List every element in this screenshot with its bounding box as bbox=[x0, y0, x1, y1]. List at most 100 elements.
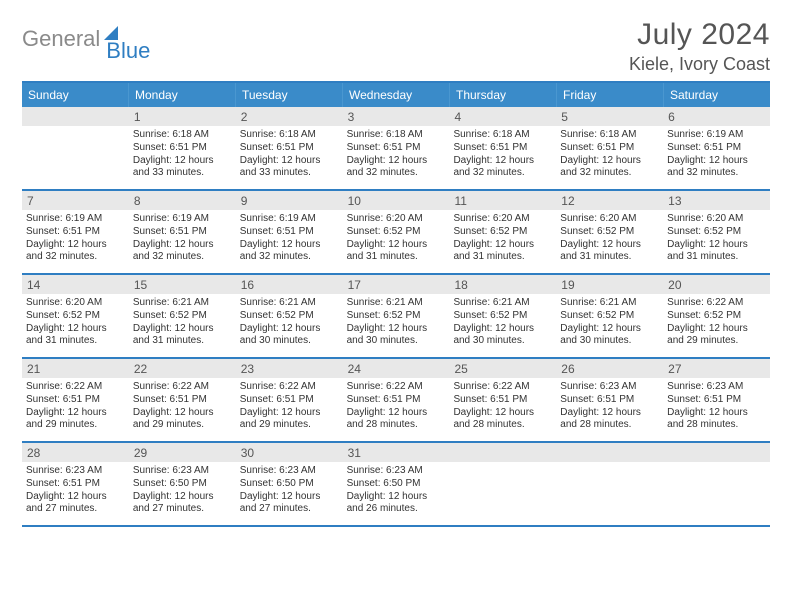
day-body bbox=[22, 126, 129, 133]
day-body: Sunrise: 6:21 AMSunset: 6:52 PMDaylight:… bbox=[343, 294, 450, 352]
day-number: 13 bbox=[663, 191, 770, 210]
sunrise-line: Sunrise: 6:22 AM bbox=[667, 297, 766, 310]
day-number: 16 bbox=[236, 275, 343, 294]
daylight-line: Daylight: 12 hours and 27 minutes. bbox=[26, 491, 125, 517]
sunrise-line: Sunrise: 6:20 AM bbox=[26, 297, 125, 310]
daylight-line: Daylight: 12 hours and 26 minutes. bbox=[347, 491, 446, 517]
day-cell: 12Sunrise: 6:20 AMSunset: 6:52 PMDayligh… bbox=[556, 191, 663, 273]
weekday-header-row: SundayMondayTuesdayWednesdayThursdayFrid… bbox=[22, 83, 770, 107]
day-number: 19 bbox=[556, 275, 663, 294]
sunrise-line: Sunrise: 6:22 AM bbox=[26, 381, 125, 394]
calendar-grid: SundayMondayTuesdayWednesdayThursdayFrid… bbox=[22, 81, 770, 527]
sunrise-line: Sunrise: 6:20 AM bbox=[453, 213, 552, 226]
sunset-line: Sunset: 6:51 PM bbox=[560, 394, 659, 407]
day-cell: 14Sunrise: 6:20 AMSunset: 6:52 PMDayligh… bbox=[22, 275, 129, 357]
sunrise-line: Sunrise: 6:23 AM bbox=[133, 465, 232, 478]
day-cell: 30Sunrise: 6:23 AMSunset: 6:50 PMDayligh… bbox=[236, 443, 343, 525]
sunset-line: Sunset: 6:51 PM bbox=[240, 394, 339, 407]
daylight-line: Daylight: 12 hours and 31 minutes. bbox=[560, 239, 659, 265]
sunset-line: Sunset: 6:51 PM bbox=[133, 142, 232, 155]
day-number: 23 bbox=[236, 359, 343, 378]
day-number: 6 bbox=[663, 107, 770, 126]
sunset-line: Sunset: 6:51 PM bbox=[26, 226, 125, 239]
sunrise-line: Sunrise: 6:19 AM bbox=[240, 213, 339, 226]
sunset-line: Sunset: 6:52 PM bbox=[26, 310, 125, 323]
day-number: 30 bbox=[236, 443, 343, 462]
sunset-line: Sunset: 6:51 PM bbox=[667, 142, 766, 155]
sunrise-line: Sunrise: 6:21 AM bbox=[453, 297, 552, 310]
day-number bbox=[449, 443, 556, 462]
day-body: Sunrise: 6:18 AMSunset: 6:51 PMDaylight:… bbox=[449, 126, 556, 184]
sunset-line: Sunset: 6:52 PM bbox=[667, 226, 766, 239]
day-body: Sunrise: 6:21 AMSunset: 6:52 PMDaylight:… bbox=[236, 294, 343, 352]
day-cell: 1Sunrise: 6:18 AMSunset: 6:51 PMDaylight… bbox=[129, 107, 236, 189]
daylight-line: Daylight: 12 hours and 27 minutes. bbox=[133, 491, 232, 517]
day-cell: 21Sunrise: 6:22 AMSunset: 6:51 PMDayligh… bbox=[22, 359, 129, 441]
day-body: Sunrise: 6:21 AMSunset: 6:52 PMDaylight:… bbox=[129, 294, 236, 352]
day-cell: 5Sunrise: 6:18 AMSunset: 6:51 PMDaylight… bbox=[556, 107, 663, 189]
day-body: Sunrise: 6:21 AMSunset: 6:52 PMDaylight:… bbox=[449, 294, 556, 352]
sunset-line: Sunset: 6:52 PM bbox=[347, 310, 446, 323]
sunrise-line: Sunrise: 6:22 AM bbox=[240, 381, 339, 394]
day-number: 20 bbox=[663, 275, 770, 294]
day-body: Sunrise: 6:22 AMSunset: 6:51 PMDaylight:… bbox=[236, 378, 343, 436]
week-row: 28Sunrise: 6:23 AMSunset: 6:51 PMDayligh… bbox=[22, 443, 770, 527]
day-cell bbox=[449, 443, 556, 525]
sunset-line: Sunset: 6:51 PM bbox=[240, 142, 339, 155]
daylight-line: Daylight: 12 hours and 31 minutes. bbox=[133, 323, 232, 349]
day-number: 29 bbox=[129, 443, 236, 462]
day-cell: 2Sunrise: 6:18 AMSunset: 6:51 PMDaylight… bbox=[236, 107, 343, 189]
day-body: Sunrise: 6:20 AMSunset: 6:52 PMDaylight:… bbox=[556, 210, 663, 268]
sunrise-line: Sunrise: 6:22 AM bbox=[347, 381, 446, 394]
sunrise-line: Sunrise: 6:18 AM bbox=[453, 129, 552, 142]
day-cell: 18Sunrise: 6:21 AMSunset: 6:52 PMDayligh… bbox=[449, 275, 556, 357]
day-number: 24 bbox=[343, 359, 450, 378]
day-cell: 29 Sunrise: 6:23 AMSunset: 6:50 PMDayligh… bbox=[129, 443, 236, 525]
day-number: 5 bbox=[556, 107, 663, 126]
day-body: Sunrise: 6:23 AMSunset: 6:51 PMDaylight:… bbox=[663, 378, 770, 436]
day-cell: 9Sunrise: 6:19 AMSunset: 6:51 PMDaylight… bbox=[236, 191, 343, 273]
sunset-line: Sunset: 6:52 PM bbox=[453, 310, 552, 323]
day-body: Sunrise: 6:20 AMSunset: 6:52 PMDaylight:… bbox=[22, 294, 129, 352]
day-number: 15 bbox=[129, 275, 236, 294]
daylight-line: Daylight: 12 hours and 27 minutes. bbox=[240, 491, 339, 517]
sunset-line: Sunset: 6:52 PM bbox=[560, 310, 659, 323]
day-cell: 31Sunrise: 6:23 AMSunset: 6:50 PMDayligh… bbox=[343, 443, 450, 525]
brand-logo: General Blue bbox=[22, 18, 164, 50]
daylight-line: Daylight: 12 hours and 33 minutes. bbox=[133, 155, 232, 181]
day-body: Sunrise: 6:18 AMSunset: 6:51 PMDaylight:… bbox=[129, 126, 236, 184]
day-number: 12 bbox=[556, 191, 663, 210]
day-body: Sunrise: 6:23 AMSunset: 6:51 PMDaylight:… bbox=[22, 462, 129, 520]
sunset-line: Sunset: 6:51 PM bbox=[560, 142, 659, 155]
day-cell: 11Sunrise: 6:20 AMSunset: 6:52 PMDayligh… bbox=[449, 191, 556, 273]
sunrise-line: Sunrise: 6:21 AM bbox=[560, 297, 659, 310]
daylight-line: Daylight: 12 hours and 28 minutes. bbox=[560, 407, 659, 433]
day-cell: 25Sunrise: 6:22 AMSunset: 6:51 PMDayligh… bbox=[449, 359, 556, 441]
daylight-line: Daylight: 12 hours and 32 minutes. bbox=[240, 239, 339, 265]
day-cell: 4Sunrise: 6:18 AMSunset: 6:51 PMDaylight… bbox=[449, 107, 556, 189]
sunset-line: Sunset: 6:51 PM bbox=[26, 478, 125, 491]
day-cell: 27Sunrise: 6:23 AMSunset: 6:51 PMDayligh… bbox=[663, 359, 770, 441]
sunset-line: Sunset: 6:51 PM bbox=[133, 226, 232, 239]
sunrise-line: Sunrise: 6:23 AM bbox=[240, 465, 339, 478]
day-body: Sunrise: 6:22 AMSunset: 6:51 PMDaylight:… bbox=[22, 378, 129, 436]
sunrise-line: Sunrise: 6:18 AM bbox=[560, 129, 659, 142]
day-body: Sunrise: 6:19 AMSunset: 6:51 PMDaylight:… bbox=[236, 210, 343, 268]
sunset-line: Sunset: 6:50 PM bbox=[133, 478, 232, 491]
day-number bbox=[556, 443, 663, 462]
day-number: 17 bbox=[343, 275, 450, 294]
day-body: Sunrise: 6:23 AMSunset: 6:50 PMDaylight:… bbox=[343, 462, 450, 520]
sunrise-line: Sunrise: 6:18 AM bbox=[240, 129, 339, 142]
daylight-line: Daylight: 12 hours and 32 minutes. bbox=[453, 155, 552, 181]
sunset-line: Sunset: 6:51 PM bbox=[347, 394, 446, 407]
sunset-line: Sunset: 6:51 PM bbox=[453, 394, 552, 407]
day-number: 7 bbox=[22, 191, 129, 210]
sunrise-line: Sunrise: 6:23 AM bbox=[667, 381, 766, 394]
day-body: Sunrise: 6:20 AMSunset: 6:52 PMDaylight:… bbox=[663, 210, 770, 268]
brand-part2: Blue bbox=[106, 40, 150, 62]
week-row: 1Sunrise: 6:18 AMSunset: 6:51 PMDaylight… bbox=[22, 107, 770, 191]
day-body: Sunrise: 6:22 AMSunset: 6:51 PMDaylight:… bbox=[129, 378, 236, 436]
day-number: 3 bbox=[343, 107, 450, 126]
week-row: 7Sunrise: 6:19 AMSunset: 6:51 PMDaylight… bbox=[22, 191, 770, 275]
sunrise-line: Sunrise: 6:19 AM bbox=[133, 213, 232, 226]
